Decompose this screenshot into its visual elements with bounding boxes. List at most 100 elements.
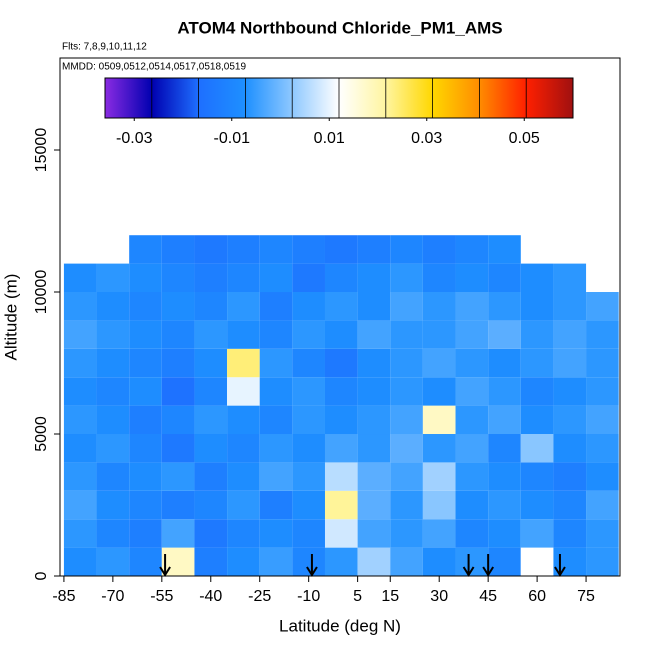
heat-cell (455, 490, 489, 520)
heat-cell (553, 377, 587, 406)
heat-cell (96, 405, 130, 435)
heat-cell (586, 405, 619, 435)
colorbar-tick-label: 0.03 (411, 130, 442, 147)
x-tick-label: 5 (353, 588, 362, 605)
x-tick-label: -70 (101, 588, 124, 605)
heat-cell (324, 490, 358, 520)
heat-cell (63, 320, 97, 349)
heat-cell (227, 263, 260, 293)
x-tick-label: -55 (150, 588, 173, 605)
heat-cell (63, 434, 97, 463)
subtitle: Flts: 7,8,9,10,11,12 (62, 42, 147, 53)
heat-cell (357, 292, 391, 321)
heat-cell (194, 462, 228, 491)
heat-cell (422, 348, 456, 378)
x-tick-label: 30 (430, 588, 448, 605)
heat-cell (292, 462, 325, 491)
heat-cell (324, 235, 358, 264)
heat-cell (194, 519, 228, 548)
heat-cell (520, 263, 554, 293)
heat-cell (422, 547, 456, 576)
heat-cell (455, 292, 489, 321)
heat-cell (422, 292, 456, 321)
heat-cell (488, 235, 521, 264)
heat-cell (586, 292, 619, 321)
heat-cell (553, 320, 587, 349)
x-tick-label: 75 (577, 588, 595, 605)
marker-arrow-head (159, 566, 171, 577)
heat-cell (455, 320, 489, 349)
heat-cell (129, 519, 162, 548)
heat-cell (324, 320, 358, 349)
heat-cell (161, 519, 195, 548)
heat-cell (259, 405, 293, 435)
heat-cell (324, 292, 358, 321)
heat-cell (553, 292, 587, 321)
heat-cell (390, 519, 423, 548)
x-tick-label: -85 (52, 588, 75, 605)
heat-cell (259, 320, 293, 349)
heat-cell (586, 462, 619, 491)
heat-cell (586, 490, 619, 520)
heat-cell (129, 235, 162, 264)
heat-cell (63, 490, 97, 520)
colorbar-tick-label: 0.01 (314, 130, 345, 147)
heat-cell (96, 547, 130, 576)
heat-cell (357, 490, 391, 520)
x-tick-label: -10 (297, 588, 320, 605)
heat-cell (586, 377, 619, 406)
heat-cell (129, 490, 162, 520)
heat-cell (129, 462, 162, 491)
heat-cell (161, 462, 195, 491)
y-tick-label: 5000 (33, 416, 50, 452)
heat-cell (357, 462, 391, 491)
x-tick-label: -40 (199, 588, 222, 605)
heat-cell (455, 377, 489, 406)
heat-cell (357, 519, 391, 548)
heat-cell (292, 320, 325, 349)
heat-cell (324, 348, 358, 378)
colorbar-tick-label: -0.01 (214, 130, 251, 147)
heat-cell (96, 377, 130, 406)
heat-cell (194, 377, 228, 406)
heat-cell (488, 490, 521, 520)
heat-cell (553, 547, 587, 576)
plot-frame (59, 57, 621, 577)
heat-cell (390, 434, 423, 463)
heat-cell (259, 434, 293, 463)
heat-cell (129, 292, 162, 321)
y-axis-label: Altitude (m) (1, 274, 20, 361)
y-tick-label: 0 (33, 571, 50, 580)
colorbar-tick-label: 0.05 (509, 130, 540, 147)
heat-cell (455, 348, 489, 378)
heat-cell (194, 348, 228, 378)
heat-cell (324, 462, 358, 491)
colorbar-tick-label: -0.03 (116, 130, 153, 147)
heat-cell (586, 434, 619, 463)
heat-cell (520, 292, 554, 321)
heat-cell (324, 377, 358, 406)
heat-cell (488, 320, 521, 349)
heat-cell (488, 292, 521, 321)
heat-cell (357, 263, 391, 293)
heat-cell (129, 434, 162, 463)
heat-cell (194, 235, 228, 264)
heat-cell (520, 348, 554, 378)
heat-cell (227, 320, 260, 349)
heat-cell (63, 405, 97, 435)
heat-cell (390, 292, 423, 321)
heat-cell (520, 547, 554, 576)
heat-cell (292, 348, 325, 378)
heat-cell (259, 490, 293, 520)
heat-cell (292, 519, 325, 548)
heat-cell (292, 490, 325, 520)
heat-cell (161, 490, 195, 520)
heat-cell (292, 547, 325, 576)
heat-cell (129, 547, 162, 576)
heat-cell (357, 547, 391, 576)
heat-cell (553, 490, 587, 520)
heat-cell (586, 547, 619, 576)
heat-cell (390, 377, 423, 406)
heat-cell (96, 263, 130, 293)
heat-cell (227, 547, 260, 576)
